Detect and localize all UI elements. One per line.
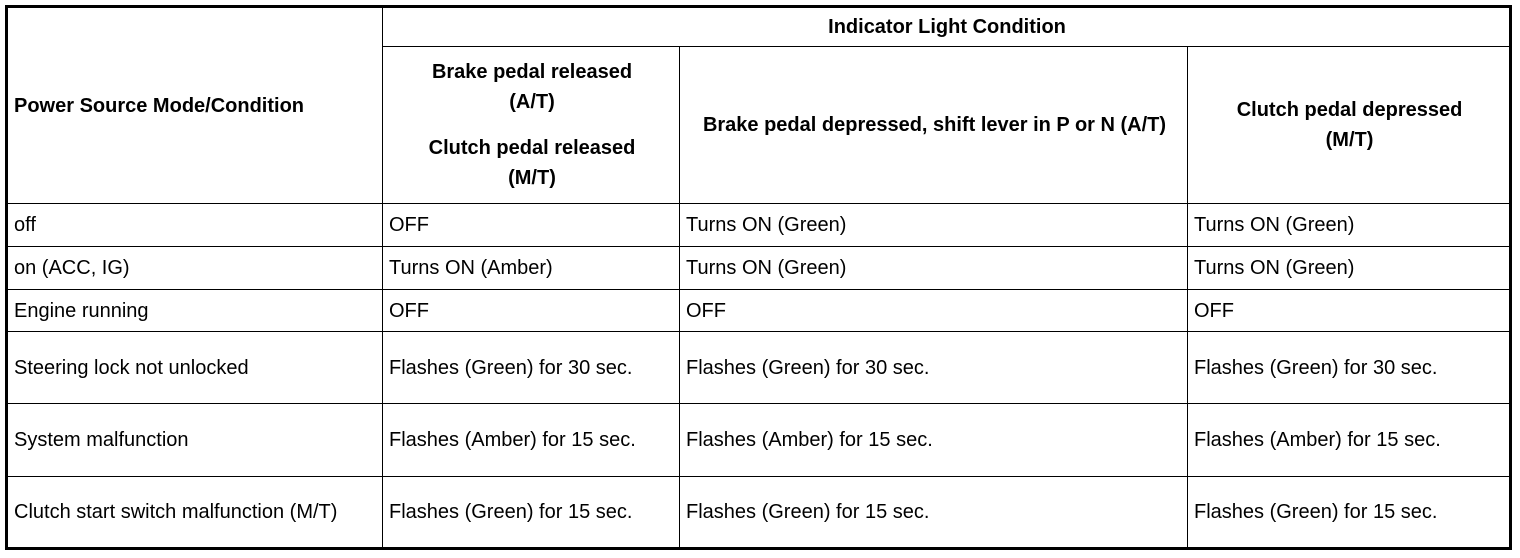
- header-brake-depressed: Brake pedal depressed, shift lever in P …: [679, 46, 1188, 204]
- table-row: off OFF Turns ON (Green) Turns ON (Green…: [6, 203, 1512, 247]
- brake-depressed-cell: Turns ON (Green): [679, 203, 1188, 247]
- table-row: System malfunction Flashes (Amber) for 1…: [6, 403, 1512, 477]
- header-clutch-depressed: Clutch pedal depressed (M/T): [1186, 46, 1512, 204]
- brake-released-cell: Flashes (Green) for 15 sec.: [382, 476, 680, 549]
- header-text: Clutch pedal depressed: [1236, 99, 1463, 121]
- header-power-source-mode: Power Source Mode/Condition: [6, 6, 383, 204]
- clutch-depressed-cell: OFF: [1186, 289, 1512, 332]
- brake-released-cell: OFF: [382, 203, 680, 247]
- mode-cell: on (ACC, IG): [6, 246, 383, 290]
- header-text: Clutch pedal released: [428, 137, 636, 159]
- mode-cell: Clutch start switch malfunction (M/T): [6, 476, 383, 549]
- header-text: Brake pedal released: [431, 61, 633, 83]
- table-row: Clutch start switch malfunction (M/T) Fl…: [6, 476, 1512, 549]
- brake-depressed-cell: Turns ON (Green): [679, 246, 1188, 290]
- clutch-depressed-cell: Turns ON (Green): [1186, 246, 1512, 290]
- clutch-depressed-cell: Turns ON (Green): [1186, 203, 1512, 247]
- brake-released-cell: Flashes (Green) for 30 sec.: [382, 331, 680, 404]
- header-text: (A/T): [509, 91, 555, 113]
- brake-depressed-cell: OFF: [679, 289, 1188, 332]
- table-row: Steering lock not unlocked Flashes (Gree…: [6, 331, 1512, 404]
- brake-released-cell: Turns ON (Amber): [382, 246, 680, 290]
- header-brake-released: Brake pedal released (A/T) Clutch pedal …: [382, 46, 680, 204]
- table-row: on (ACC, IG) Turns ON (Amber) Turns ON (…: [6, 246, 1512, 290]
- clutch-depressed-cell: Flashes (Green) for 15 sec.: [1186, 476, 1512, 549]
- header-indicator-light-condition: Indicator Light Condition: [381, 6, 1512, 47]
- clutch-depressed-cell: Flashes (Amber) for 15 sec.: [1186, 403, 1512, 477]
- brake-depressed-cell: Flashes (Amber) for 15 sec.: [679, 403, 1188, 477]
- header-text: (M/T): [508, 167, 556, 189]
- brake-depressed-cell: Flashes (Green) for 15 sec.: [679, 476, 1188, 549]
- mode-cell: Steering lock not unlocked: [6, 331, 383, 404]
- header-text: (M/T): [1325, 129, 1374, 151]
- mode-cell: System malfunction: [6, 403, 383, 477]
- mode-cell: Engine running: [6, 289, 383, 332]
- table-row: Engine running OFF OFF OFF: [6, 289, 1512, 332]
- clutch-depressed-cell: Flashes (Green) for 30 sec.: [1186, 331, 1512, 404]
- mode-cell: off: [6, 203, 383, 247]
- brake-depressed-cell: Flashes (Green) for 30 sec.: [679, 331, 1188, 404]
- brake-released-cell: OFF: [382, 289, 680, 332]
- indicator-light-table: Power Source Mode/Condition Indicator Li…: [5, 5, 1513, 550]
- brake-released-cell: Flashes (Amber) for 15 sec.: [382, 403, 680, 477]
